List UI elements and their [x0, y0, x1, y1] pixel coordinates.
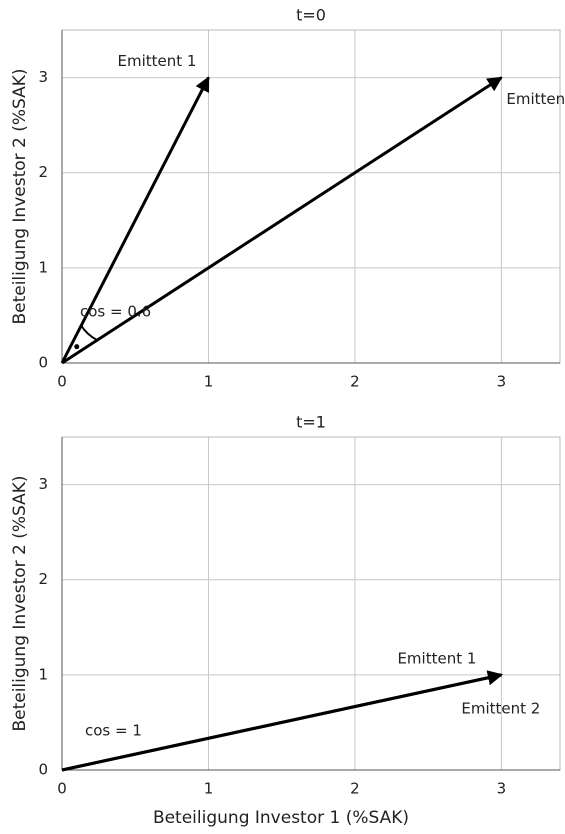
x-tick-label: 0 — [57, 373, 67, 391]
x-tick-label: 1 — [204, 780, 214, 798]
x-axis-label: Beteiligung Investor 1 (%SAK) — [153, 808, 409, 828]
y-tick-label: 2 — [38, 163, 48, 181]
x-tick-label: 0 — [57, 780, 67, 798]
x-tick-label: 1 — [204, 373, 214, 391]
vector-arrow — [60, 76, 210, 364]
y-tick-label: 0 — [38, 761, 48, 779]
y-tick-label: 1 — [38, 665, 48, 683]
x-tick-label: 2 — [350, 780, 360, 798]
vector-arrow — [61, 76, 503, 365]
x-tick-label: 3 — [497, 373, 507, 391]
y-tick-label: 3 — [38, 68, 48, 86]
y-tick-label: 3 — [38, 475, 48, 493]
y-axis-label: Beteiligung Investor 2 (%SAK) — [10, 68, 30, 324]
chart-title: t=1 — [296, 413, 326, 432]
x-tick-label: 3 — [497, 780, 507, 798]
vector-label: Emittent 1 — [118, 52, 197, 70]
annotation: cos = 0.6 — [80, 303, 151, 321]
vector-arrow — [61, 670, 503, 772]
vector-label: Emittent 1 — [506, 90, 565, 108]
angle-dot — [74, 344, 80, 350]
y-tick-label: 0 — [38, 354, 48, 372]
angle-arc — [80, 325, 98, 342]
plot-frame — [61, 436, 561, 771]
chart-title: t=0 — [296, 6, 326, 25]
y-tick-label: 1 — [38, 258, 48, 276]
annotation: cos = 1 — [85, 722, 142, 740]
x-tick-label: 2 — [350, 373, 360, 391]
vector-label: Emittent 1 — [397, 649, 476, 667]
vector-label: Emittent 2 — [461, 699, 540, 717]
y-axis-label: Beteiligung Investor 2 (%SAK) — [10, 475, 30, 731]
y-tick-label: 2 — [38, 570, 48, 588]
